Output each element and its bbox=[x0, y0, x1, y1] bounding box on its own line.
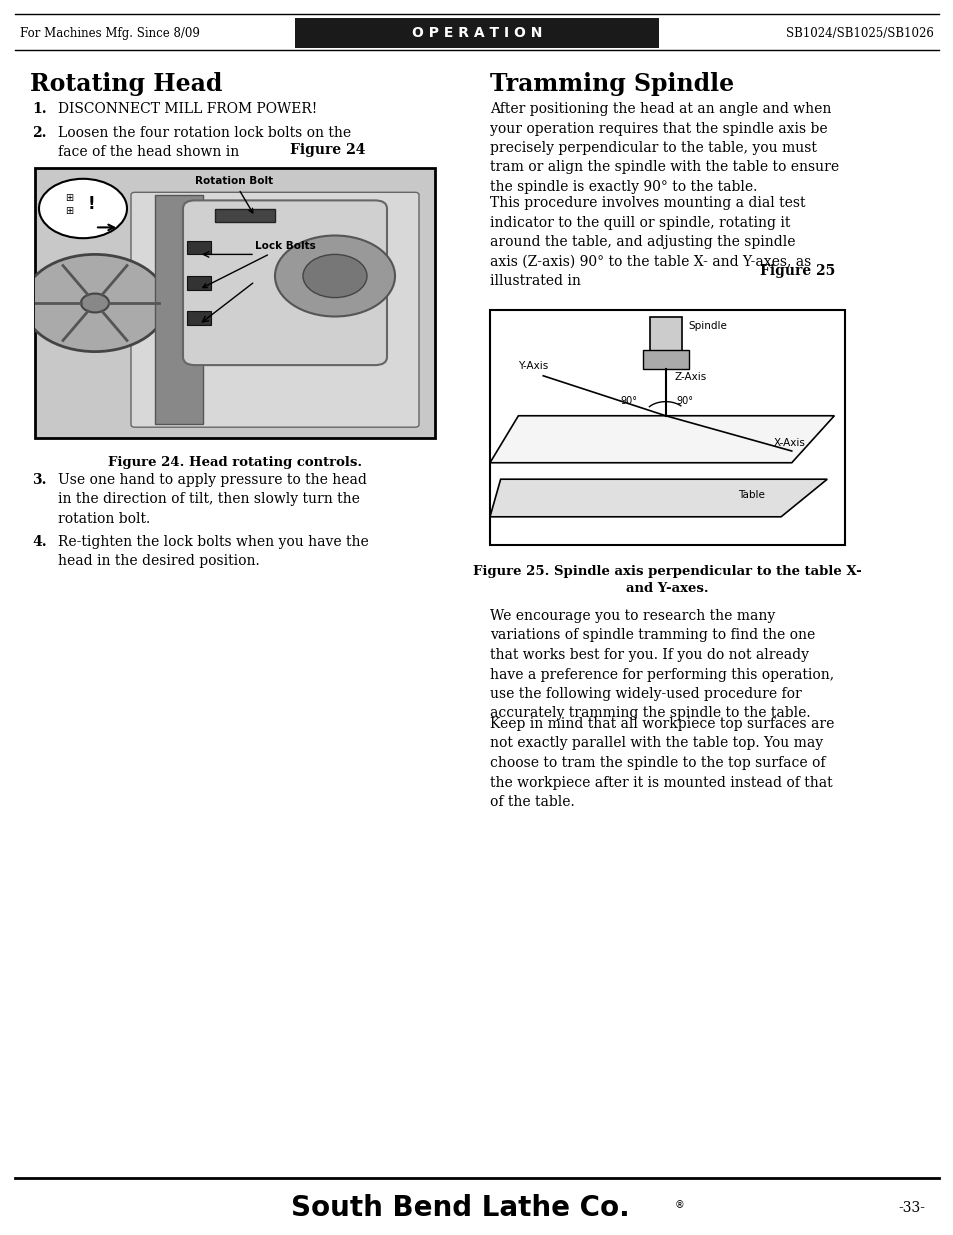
Text: Rotation Bolt: Rotation Bolt bbox=[194, 177, 273, 212]
Bar bbox=[187, 275, 211, 289]
Circle shape bbox=[274, 236, 395, 316]
Text: This procedure involves mounting a dial test
indicator to the quill or spindle, : This procedure involves mounting a dial … bbox=[490, 196, 810, 288]
Text: Tramming Spindle: Tramming Spindle bbox=[490, 72, 734, 96]
Circle shape bbox=[81, 294, 109, 312]
Bar bbox=[214, 209, 274, 222]
Text: !: ! bbox=[87, 195, 94, 214]
Text: Use one hand to apply pressure to the head
in the direction of tilt, then slowly: Use one hand to apply pressure to the he… bbox=[58, 473, 367, 526]
Text: .: . bbox=[820, 264, 823, 278]
Text: Spindle: Spindle bbox=[688, 321, 727, 331]
Text: Figure 24. Head rotating controls.: Figure 24. Head rotating controls. bbox=[108, 456, 362, 469]
Bar bbox=[154, 195, 203, 425]
Text: O P E R A T I O N: O P E R A T I O N bbox=[412, 26, 541, 40]
Text: Rotating Head: Rotating Head bbox=[30, 72, 222, 96]
Text: Lock Bolts: Lock Bolts bbox=[203, 241, 315, 288]
Bar bbox=[187, 241, 211, 254]
Bar bbox=[35, 168, 435, 438]
Text: SB1024/SB1025/SB1026: SB1024/SB1025/SB1026 bbox=[785, 26, 933, 40]
Bar bbox=[649, 317, 681, 352]
Circle shape bbox=[303, 254, 367, 298]
Text: After positioning the head at an angle and when
your operation requires that the: After positioning the head at an angle a… bbox=[490, 103, 839, 194]
Text: 90°: 90° bbox=[676, 396, 693, 406]
Text: ⊞: ⊞ bbox=[65, 206, 73, 216]
Text: 3.: 3. bbox=[32, 473, 47, 487]
Bar bbox=[490, 310, 844, 545]
Bar bbox=[642, 350, 688, 369]
Text: We encourage you to research the many
variations of spindle tramming to find the: We encourage you to research the many va… bbox=[490, 609, 833, 720]
Text: Keep in mind that all workpiece top surfaces are
not exactly parallel with the t: Keep in mind that all workpiece top surf… bbox=[490, 718, 834, 809]
Text: ⊞: ⊞ bbox=[65, 193, 73, 203]
Text: 90°: 90° bbox=[619, 396, 637, 406]
Text: Table: Table bbox=[738, 490, 764, 500]
Text: X-Axis: X-Axis bbox=[773, 438, 805, 448]
Text: 4.: 4. bbox=[32, 535, 47, 550]
Polygon shape bbox=[490, 479, 826, 516]
Bar bbox=[187, 311, 211, 325]
Circle shape bbox=[23, 254, 167, 352]
Text: For Machines Mfg. Since 8/09: For Machines Mfg. Since 8/09 bbox=[20, 26, 200, 40]
Text: .: . bbox=[352, 143, 355, 157]
Text: Y-Axis: Y-Axis bbox=[517, 361, 548, 370]
Text: Figure 25: Figure 25 bbox=[760, 264, 835, 278]
Text: 2.: 2. bbox=[32, 126, 47, 140]
Text: Loosen the four rotation lock bolts on the
face of the head shown in: Loosen the four rotation lock bolts on t… bbox=[58, 126, 351, 159]
Text: 1.: 1. bbox=[32, 103, 47, 116]
Text: Figure 25. Spindle axis perpendicular to the table X-
and Y-axes.: Figure 25. Spindle axis perpendicular to… bbox=[473, 564, 861, 595]
Polygon shape bbox=[490, 416, 834, 463]
FancyBboxPatch shape bbox=[183, 200, 387, 366]
Circle shape bbox=[39, 179, 127, 238]
Text: Z-Axis: Z-Axis bbox=[674, 373, 706, 383]
Bar bbox=[294, 19, 659, 48]
Text: DISCONNECT MILL FROM POWER!: DISCONNECT MILL FROM POWER! bbox=[58, 103, 317, 116]
Text: South Bend Lathe Co.: South Bend Lathe Co. bbox=[291, 1194, 629, 1221]
FancyBboxPatch shape bbox=[131, 193, 418, 427]
Text: Re-tighten the lock bolts when you have the
head in the desired position.: Re-tighten the lock bolts when you have … bbox=[58, 535, 369, 568]
Text: -33-: -33- bbox=[897, 1200, 924, 1215]
Text: ®: ® bbox=[675, 1200, 684, 1210]
Text: Figure 24: Figure 24 bbox=[290, 143, 365, 157]
